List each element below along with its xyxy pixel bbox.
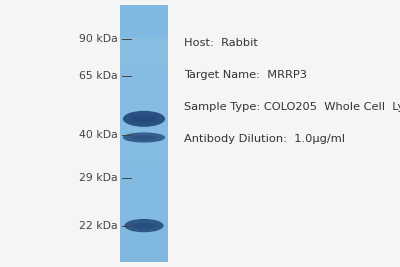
Text: 40 kDa: 40 kDa — [79, 130, 118, 140]
Bar — [120, 198, 168, 230]
Text: Sample Type: COLO205  Whole Cell  Lysate: Sample Type: COLO205 Whole Cell Lysate — [184, 102, 400, 112]
Bar — [120, 69, 168, 101]
Text: Target Name:  MRRP3: Target Name: MRRP3 — [184, 70, 307, 80]
Text: 29 kDa: 29 kDa — [79, 172, 118, 183]
Bar — [120, 101, 168, 134]
Text: 22 kDa: 22 kDa — [79, 221, 118, 231]
Bar — [120, 166, 168, 198]
Ellipse shape — [124, 219, 164, 232]
Text: Host:  Rabbit: Host: Rabbit — [184, 38, 258, 48]
FancyBboxPatch shape — [120, 5, 168, 262]
Text: 65 kDa: 65 kDa — [79, 71, 118, 81]
Bar — [120, 262, 168, 267]
Ellipse shape — [123, 132, 165, 143]
Bar — [120, 37, 168, 69]
Ellipse shape — [131, 135, 157, 140]
Text: 90 kDa: 90 kDa — [79, 34, 118, 44]
Bar — [120, 134, 168, 166]
Text: Antibody Dilution:  1.0μg/ml: Antibody Dilution: 1.0μg/ml — [184, 134, 345, 144]
Ellipse shape — [131, 115, 157, 122]
Ellipse shape — [123, 111, 165, 127]
Bar — [120, 230, 168, 262]
Ellipse shape — [132, 223, 156, 229]
